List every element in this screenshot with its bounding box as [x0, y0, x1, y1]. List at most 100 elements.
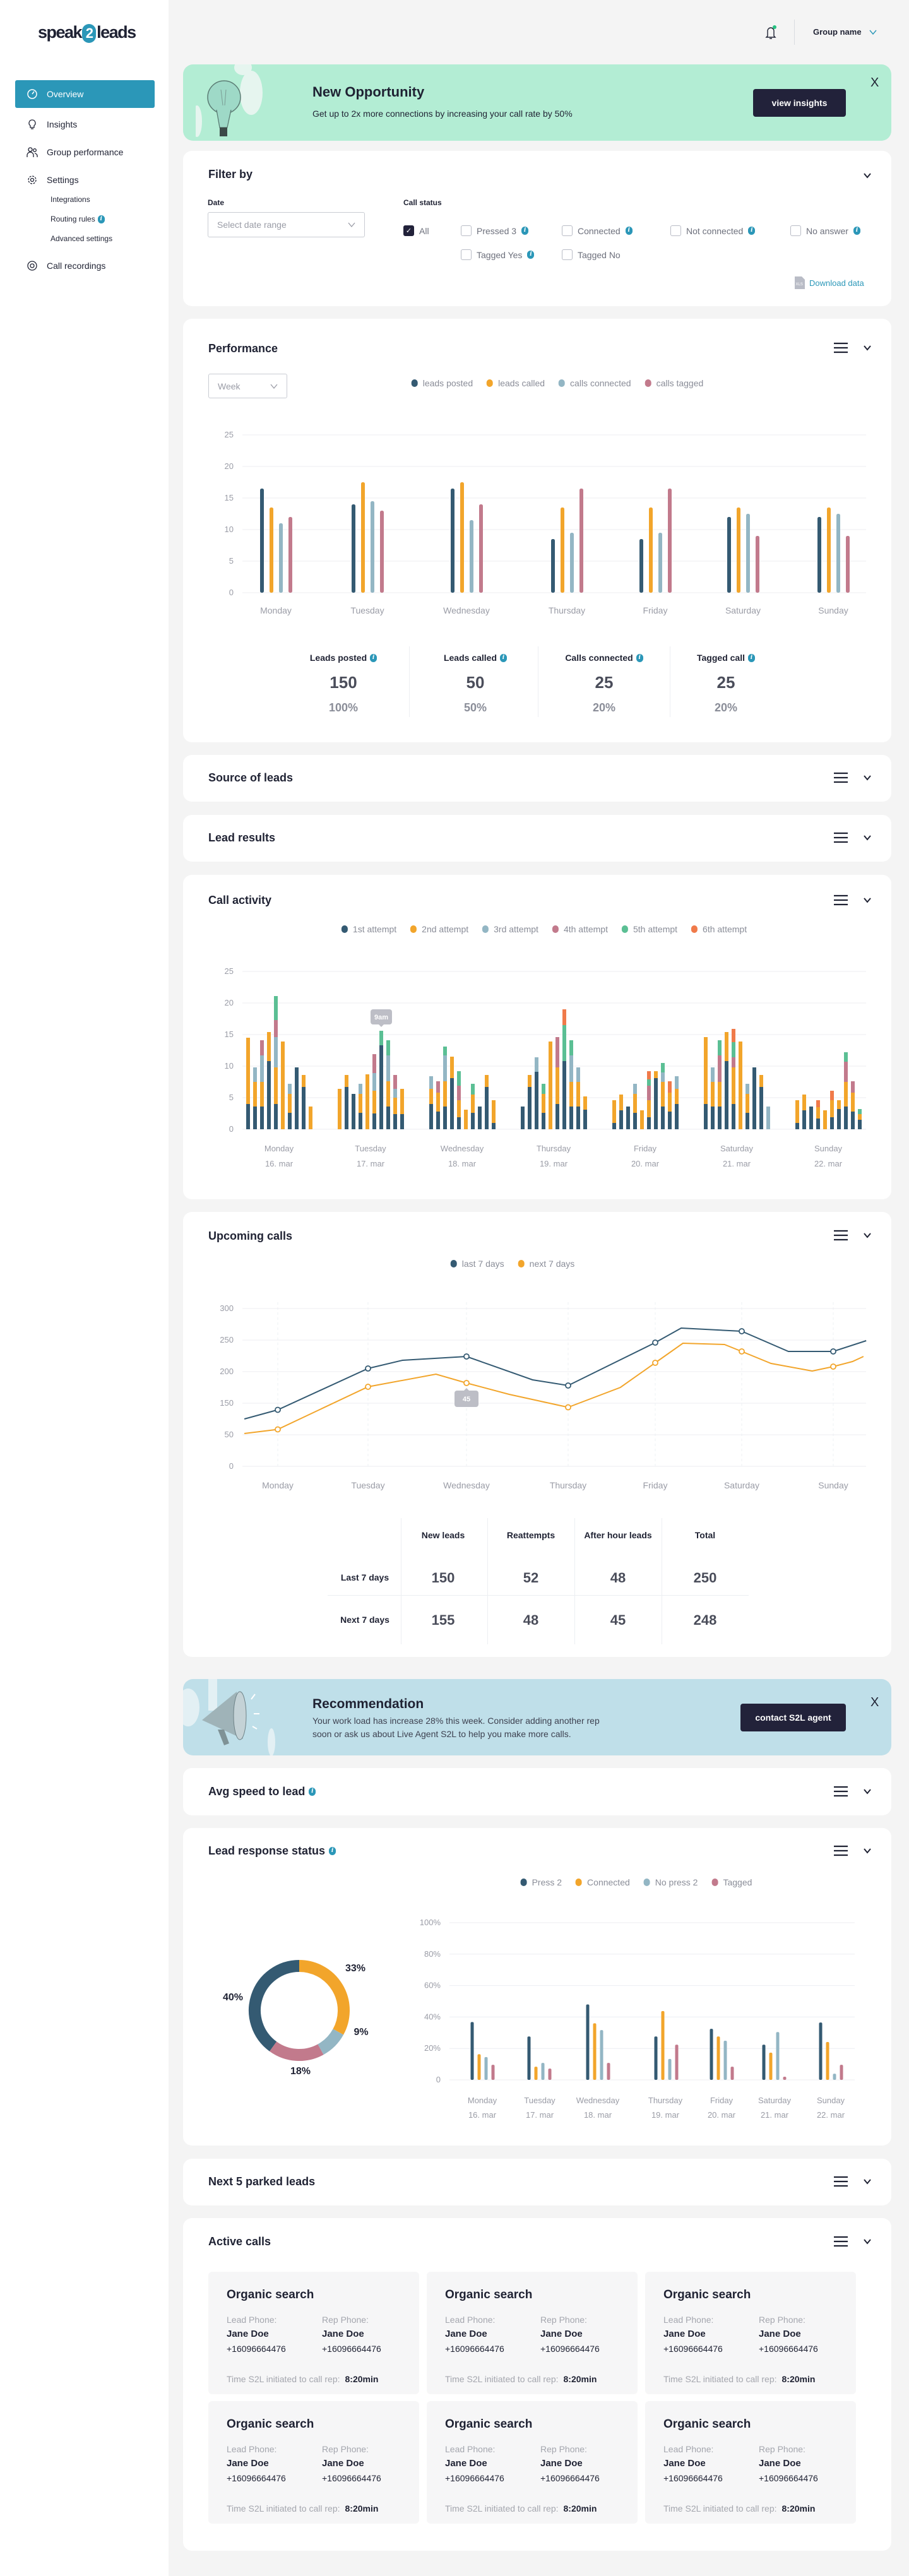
bar[interactable]: [668, 489, 672, 593]
info-icon[interactable]: i: [853, 227, 860, 235]
bar-segment[interactable]: [640, 1110, 644, 1129]
bar-segment[interactable]: [647, 1086, 651, 1100]
legend-item[interactable]: next 7 days: [518, 1259, 574, 1269]
chevron-down-icon[interactable]: [862, 343, 873, 352]
bar-segment[interactable]: [288, 1113, 292, 1129]
bar[interactable]: [352, 504, 355, 593]
bar-segment[interactable]: [359, 1113, 362, 1129]
donut-slice[interactable]: [249, 1960, 300, 2051]
bar[interactable]: [470, 520, 473, 593]
bar-segment[interactable]: [521, 1107, 525, 1129]
info-icon[interactable]: i: [748, 227, 756, 235]
bar-segment[interactable]: [851, 1093, 855, 1112]
bar-segment[interactable]: [274, 1037, 278, 1067]
bar-segment[interactable]: [619, 1110, 623, 1129]
bar-segment[interactable]: [345, 1075, 348, 1087]
checkbox-connected[interactable]: Connected i: [562, 225, 633, 236]
data-point[interactable]: [652, 1339, 658, 1346]
bar-segment[interactable]: [759, 1075, 763, 1087]
checkbox-no-answer[interactable]: No answer i: [790, 225, 860, 236]
data-point[interactable]: [463, 1380, 470, 1386]
bar[interactable]: [270, 507, 273, 593]
bar[interactable]: [551, 539, 555, 593]
bar-segment[interactable]: [429, 1076, 433, 1089]
bar-segment[interactable]: [759, 1087, 763, 1129]
bar-segment[interactable]: [352, 1094, 355, 1129]
bar-segment[interactable]: [386, 1107, 390, 1129]
bar[interactable]: [746, 514, 750, 593]
bar-segment[interactable]: [535, 1057, 538, 1072]
bar-segment[interactable]: [795, 1100, 799, 1123]
bar-segment[interactable]: [858, 1114, 862, 1120]
bar-segment[interactable]: [359, 1084, 362, 1094]
chevron-down-icon[interactable]: [862, 1846, 873, 1855]
period-select[interactable]: Week: [208, 374, 287, 398]
bar[interactable]: [727, 517, 731, 593]
checkbox-tagged-no[interactable]: Tagged No: [562, 249, 621, 260]
bar-segment[interactable]: [436, 1093, 440, 1112]
bar-segment[interactable]: [436, 1081, 440, 1093]
bar-segment[interactable]: [732, 1067, 735, 1104]
bar[interactable]: [654, 2036, 658, 2080]
chevron-down-icon[interactable]: [862, 833, 873, 842]
legend-item[interactable]: leads called: [487, 378, 545, 388]
bar[interactable]: [836, 514, 840, 593]
bar-segment[interactable]: [858, 1120, 862, 1129]
legend-item[interactable]: calls tagged: [645, 378, 703, 388]
bar-segment[interactable]: [485, 1075, 489, 1087]
bar-segment[interactable]: [633, 1094, 637, 1113]
bar-segment[interactable]: [542, 1084, 545, 1094]
checkbox-all[interactable]: ✓ All: [403, 225, 429, 236]
bar-segment[interactable]: [739, 1042, 742, 1129]
checkbox-box[interactable]: ✓: [403, 225, 414, 236]
info-icon[interactable]: i: [309, 1788, 316, 1796]
bar-segment[interactable]: [471, 1113, 475, 1129]
bar-segment[interactable]: [718, 1040, 722, 1055]
bar[interactable]: [371, 501, 374, 593]
close-icon[interactable]: X: [870, 1695, 879, 1709]
bar-segment[interactable]: [816, 1100, 820, 1107]
bar-segment[interactable]: [464, 1110, 468, 1129]
active-call-card[interactable]: Organic search Lead Phone: Rep Phone: Ja…: [427, 2272, 638, 2394]
data-point[interactable]: [365, 1384, 371, 1390]
active-call-card[interactable]: Organic search Lead Phone: Rep Phone: Ja…: [427, 2401, 638, 2524]
sidebar-item-settings[interactable]: Settings: [15, 166, 155, 194]
bar[interactable]: [661, 2010, 665, 2080]
bar-segment[interactable]: [443, 1047, 447, 1055]
bar[interactable]: [783, 2077, 787, 2080]
bar-segment[interactable]: [274, 1104, 278, 1129]
bar-segment[interactable]: [661, 1107, 665, 1129]
bar[interactable]: [649, 507, 653, 593]
chevron-down-icon[interactable]: [862, 2237, 873, 2246]
menu-icon[interactable]: [833, 2236, 848, 2247]
bar-segment[interactable]: [436, 1112, 440, 1129]
bar[interactable]: [541, 2063, 545, 2080]
bar[interactable]: [769, 2052, 773, 2080]
bar-segment[interactable]: [492, 1123, 496, 1129]
bar[interactable]: [762, 2045, 766, 2080]
info-icon[interactable]: i: [527, 251, 535, 259]
bar-segment[interactable]: [429, 1089, 433, 1104]
info-icon[interactable]: i: [370, 653, 377, 662]
legend-item[interactable]: 2nd attempt: [410, 924, 468, 934]
bar[interactable]: [288, 517, 292, 593]
bar-segment[interactable]: [732, 1057, 735, 1067]
bar-segment[interactable]: [365, 1074, 369, 1129]
bar-segment[interactable]: [661, 1072, 665, 1082]
bar[interactable]: [817, 517, 821, 593]
bar-segment[interactable]: [633, 1113, 637, 1129]
bar-segment[interactable]: [379, 1031, 383, 1045]
chevron-down-icon[interactable]: [862, 1231, 873, 1240]
bar-segment[interactable]: [492, 1100, 496, 1123]
bar-segment[interactable]: [626, 1107, 630, 1129]
bar[interactable]: [730, 2067, 734, 2080]
bar-segment[interactable]: [556, 1104, 559, 1129]
bar-segment[interactable]: [823, 1110, 827, 1129]
bar[interactable]: [675, 2045, 679, 2080]
menu-icon[interactable]: [833, 1845, 848, 1856]
bar[interactable]: [716, 2036, 720, 2080]
bar-segment[interactable]: [562, 1061, 566, 1129]
active-call-card[interactable]: Organic search Lead Phone: Rep Phone: Ja…: [645, 2272, 856, 2394]
bar-segment[interactable]: [647, 1079, 651, 1086]
bell-icon[interactable]: [764, 24, 778, 40]
